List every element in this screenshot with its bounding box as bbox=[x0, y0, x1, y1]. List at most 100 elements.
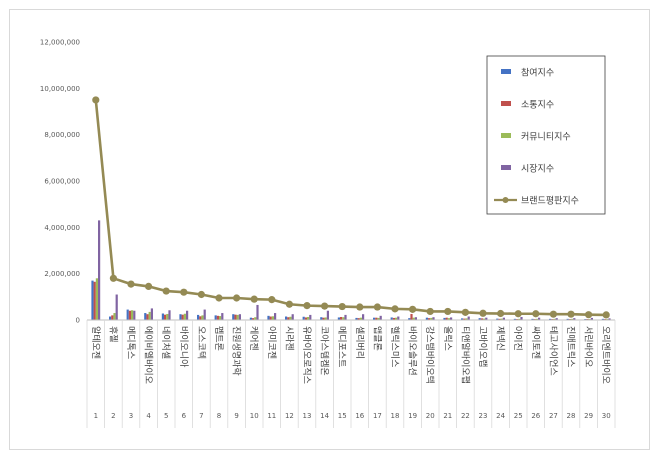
bar-1 bbox=[478, 318, 481, 320]
bar-4 bbox=[520, 316, 523, 320]
bar-3 bbox=[571, 318, 574, 320]
bar-2 bbox=[269, 316, 272, 320]
line-point bbox=[444, 307, 452, 316]
line-point bbox=[145, 282, 153, 291]
bar-4 bbox=[502, 317, 505, 320]
bar-3 bbox=[271, 316, 274, 320]
x-category-label: 오스코텍 bbox=[195, 326, 206, 359]
legend-label: 시장지수 bbox=[521, 164, 554, 175]
bar-2 bbox=[216, 315, 219, 320]
x-rank-label: 16 bbox=[355, 412, 364, 420]
bar-4 bbox=[98, 220, 101, 320]
bar-1 bbox=[197, 314, 200, 320]
bar-1 bbox=[144, 313, 147, 320]
bar-1 bbox=[355, 317, 358, 320]
bar-4 bbox=[291, 314, 294, 320]
line-point bbox=[127, 280, 135, 288]
x-rank-label: 23 bbox=[479, 412, 488, 420]
bar-3 bbox=[148, 311, 151, 320]
legend-swatch bbox=[501, 133, 511, 138]
line-point bbox=[303, 302, 311, 310]
bar-2 bbox=[304, 317, 307, 320]
x-category-label: 아미코젠 bbox=[266, 326, 277, 359]
bar-2 bbox=[93, 281, 96, 320]
bar-1 bbox=[285, 316, 288, 320]
bar-4 bbox=[379, 315, 382, 320]
x-category-label: 펩트론 bbox=[213, 326, 224, 351]
bar-3 bbox=[183, 313, 186, 320]
bar-2 bbox=[128, 310, 131, 320]
x-category-label: 셀리버리 bbox=[354, 326, 365, 359]
bar-3 bbox=[307, 316, 310, 320]
x-category-label: 메디포스트 bbox=[336, 326, 347, 367]
bar-4 bbox=[221, 313, 224, 320]
y-tick-label: 6,000,000 bbox=[44, 178, 80, 186]
bar-3 bbox=[483, 318, 486, 320]
bar-1 bbox=[214, 315, 217, 320]
line-point bbox=[461, 308, 469, 316]
x-rank-label: 5 bbox=[164, 412, 168, 420]
y-axis: 0 2,000,000 4,000,000 6,000,000 8,000,000 10,… bbox=[40, 39, 80, 325]
bar-3 bbox=[219, 316, 222, 320]
line-point bbox=[567, 310, 575, 318]
bar-2 bbox=[445, 317, 448, 320]
x-category-label: 오리엔트바이오 bbox=[600, 326, 611, 384]
bar-2 bbox=[199, 316, 202, 320]
x-rank-label: 30 bbox=[602, 412, 611, 420]
x-rank-label: 15 bbox=[338, 412, 347, 420]
bar-2 bbox=[410, 313, 413, 320]
x-category-label: 진원생명과학 bbox=[231, 326, 242, 376]
y-tick-label: 0 bbox=[76, 317, 80, 325]
legend-swatch bbox=[501, 101, 511, 106]
line-point bbox=[514, 310, 522, 318]
x-rank-label: 19 bbox=[408, 412, 417, 420]
line-point bbox=[197, 290, 205, 299]
bar-1 bbox=[179, 314, 182, 320]
x-category-label: 바이오솔루션 bbox=[407, 326, 418, 376]
bar-3 bbox=[113, 313, 116, 320]
x-category-label: 바이오니아 bbox=[178, 326, 189, 368]
line-point bbox=[338, 302, 346, 311]
x-category-label: 시라젠 bbox=[283, 326, 294, 351]
bar-4 bbox=[256, 304, 259, 320]
x-category-label: 진매트릭스 bbox=[565, 326, 577, 367]
bar-4 bbox=[397, 316, 400, 320]
x-category-label: 유바이오로직스 bbox=[301, 326, 312, 384]
bar-3 bbox=[447, 318, 450, 320]
bar-4 bbox=[573, 318, 576, 320]
x-rank-label: 14 bbox=[320, 412, 329, 420]
bar-2 bbox=[164, 314, 167, 320]
bar-2 bbox=[111, 315, 114, 320]
line-point bbox=[497, 309, 505, 318]
bar-2 bbox=[287, 317, 290, 320]
x-category-label: 메디톡스 bbox=[125, 326, 136, 359]
bar-3 bbox=[500, 318, 503, 320]
line-point bbox=[373, 303, 381, 311]
x-rank-label: 27 bbox=[549, 412, 558, 420]
bar-1 bbox=[408, 318, 411, 320]
bar-4 bbox=[203, 309, 206, 320]
x-rank-label: 3 bbox=[129, 412, 133, 420]
bar-4 bbox=[555, 318, 558, 320]
bar-4 bbox=[133, 310, 136, 320]
x-category-label: 앱클론 bbox=[371, 326, 383, 351]
bar-1 bbox=[531, 318, 534, 320]
x-rank-label: 2 bbox=[111, 412, 115, 420]
x-category-label: 헬릭스미스 bbox=[389, 326, 401, 367]
x-rank-label: 6 bbox=[182, 412, 187, 420]
x-category-label: 휴젤 bbox=[107, 326, 119, 343]
x-category-label: 알테오젠 bbox=[90, 326, 101, 359]
x-rank-label: 7 bbox=[199, 412, 203, 420]
bar-4 bbox=[362, 314, 365, 320]
line-point bbox=[109, 274, 117, 282]
bar-2 bbox=[463, 318, 466, 320]
legend-label: 커뮤니티지수 bbox=[521, 132, 571, 143]
bar-2 bbox=[428, 318, 431, 320]
bar-1 bbox=[302, 316, 305, 320]
bar-2 bbox=[480, 318, 483, 320]
y-tick-label: 4,000,000 bbox=[44, 224, 80, 232]
bar-2 bbox=[375, 317, 378, 320]
x-rank-label: 13 bbox=[303, 412, 312, 420]
bar-3 bbox=[289, 316, 292, 320]
x-rank-label: 4 bbox=[146, 412, 151, 420]
